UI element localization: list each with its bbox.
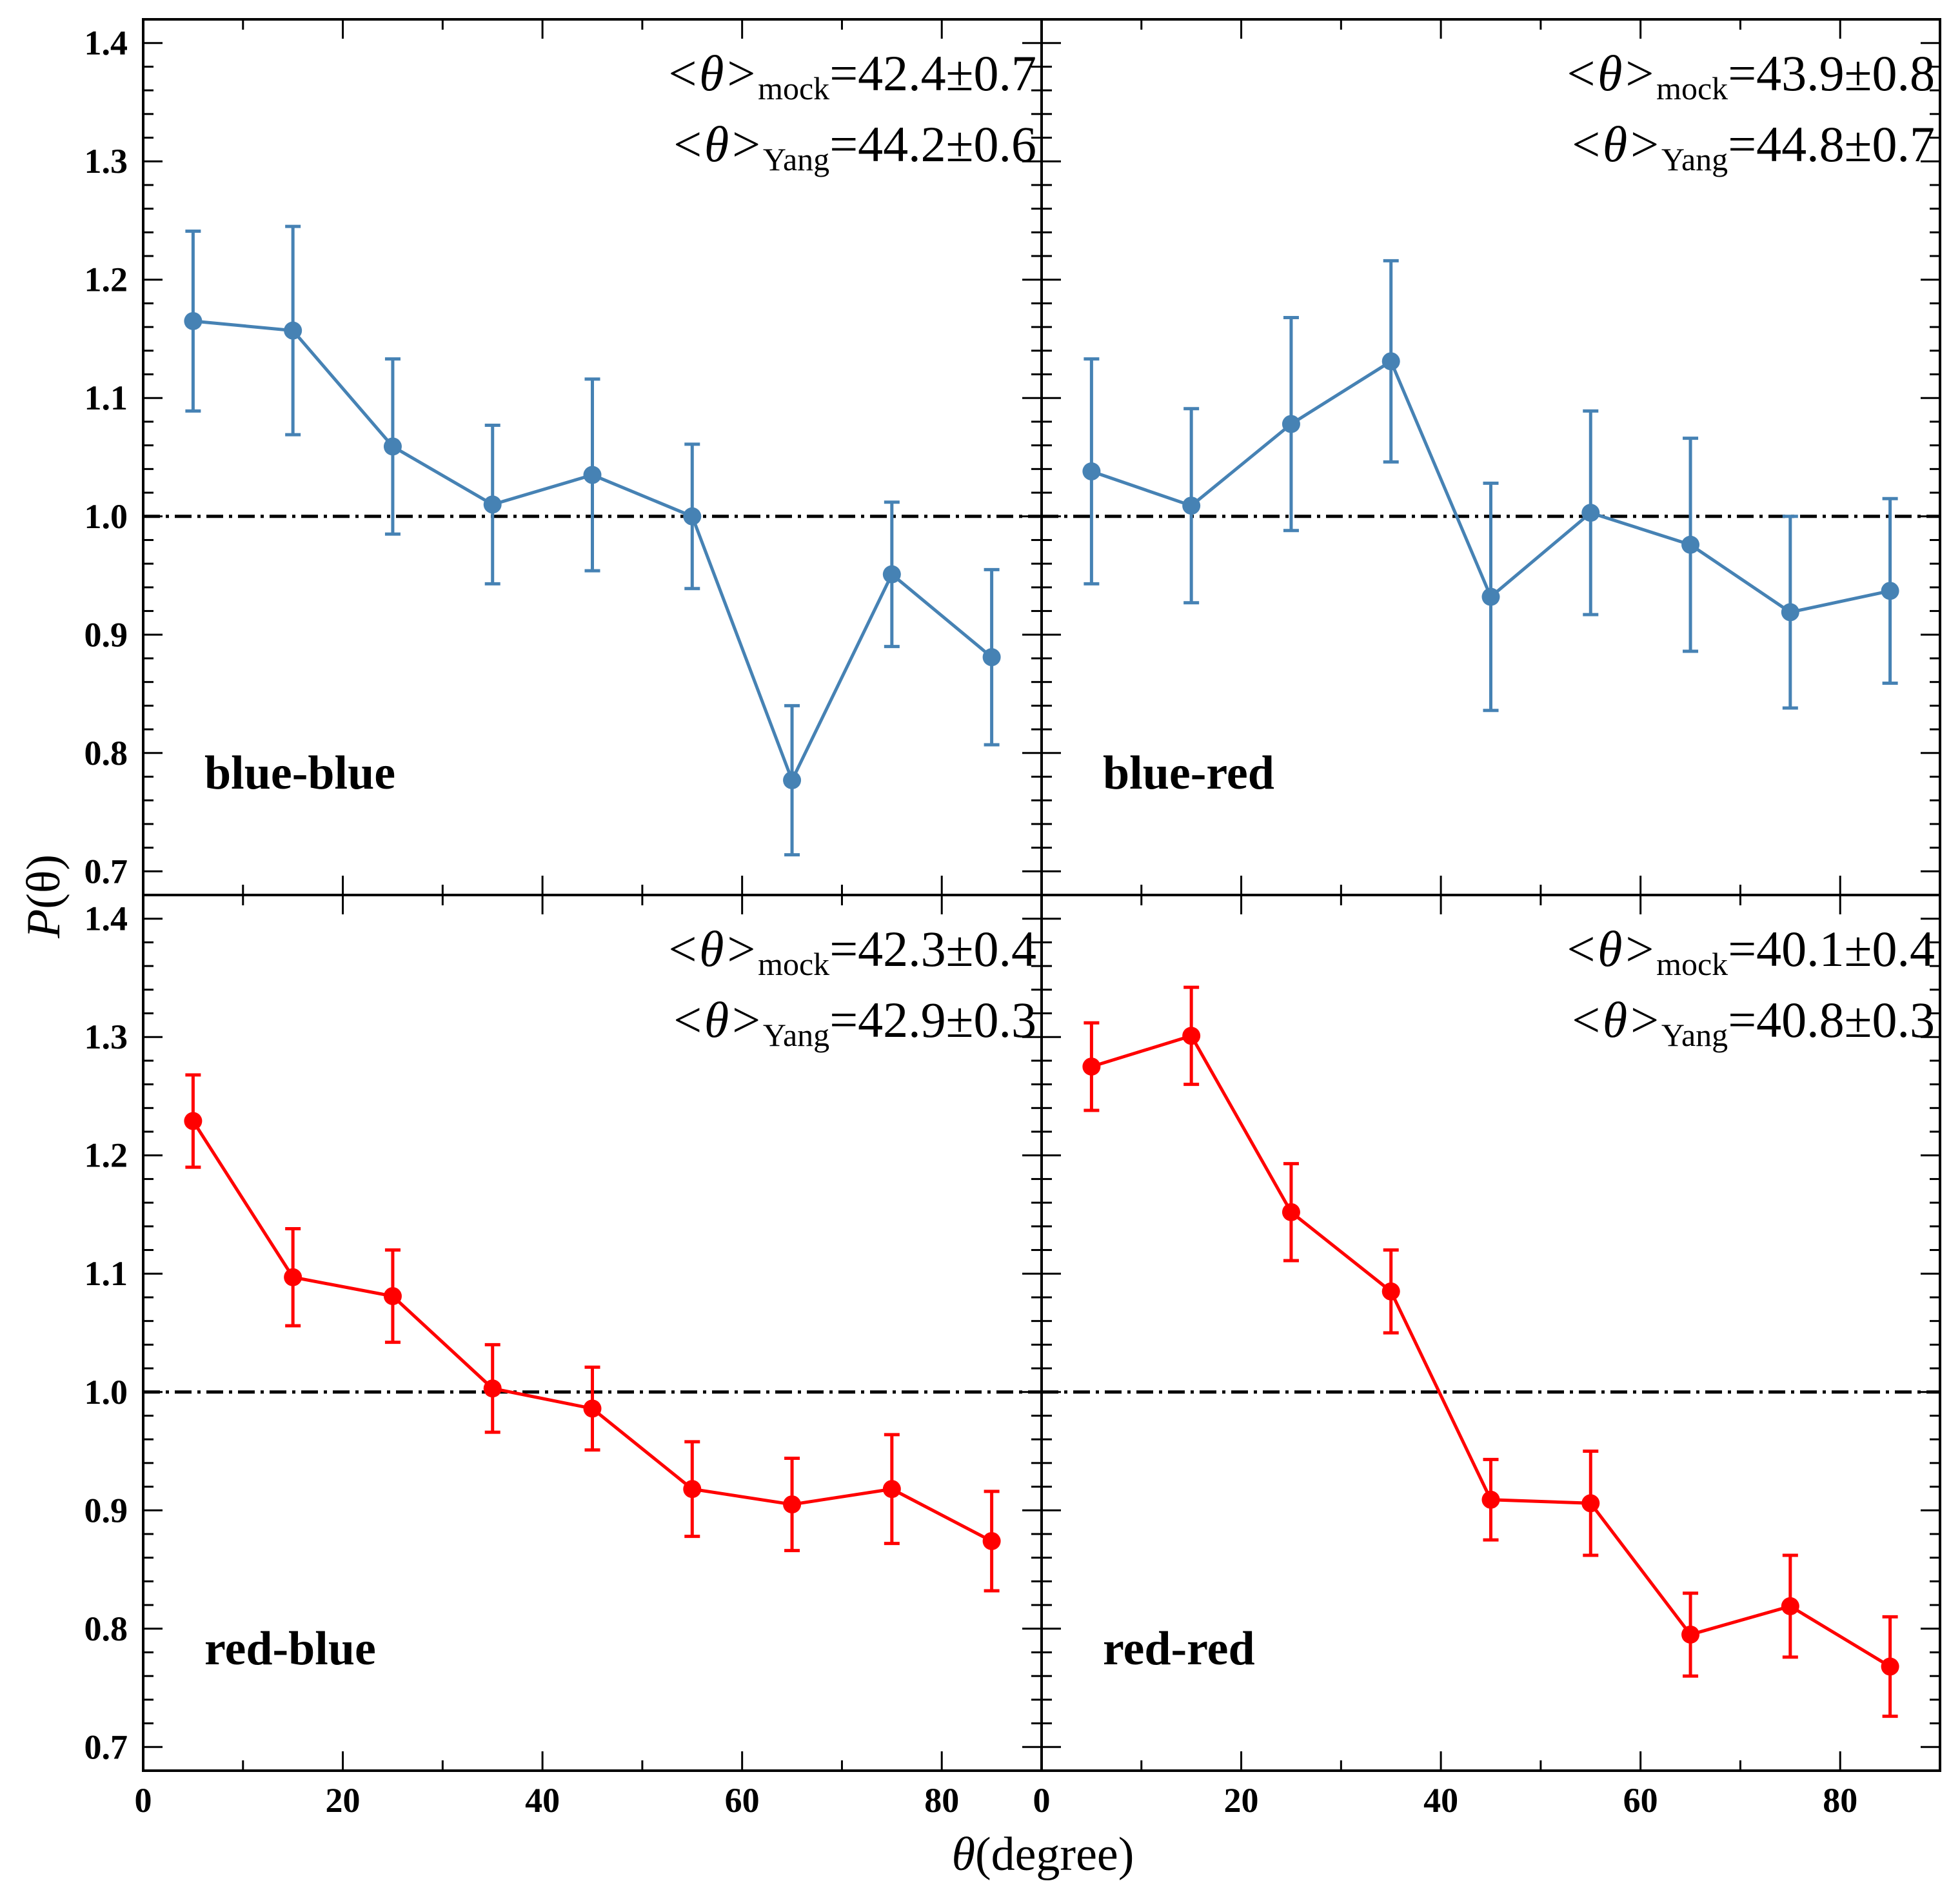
y-tick-label: 1.0	[84, 497, 128, 536]
text-layer: 0.7 0.8 0.9 1.0 1.1 1.2 1.3 1.4 blue-blue <θ>mock…	[84, 24, 1935, 1820]
x-axis-title: θ(degree)	[952, 1828, 1134, 1881]
y-tick-label: 1.4	[84, 24, 128, 63]
data-point	[1681, 1625, 1700, 1644]
x-tick-label: 40	[525, 1781, 560, 1820]
data-point	[483, 1379, 502, 1398]
panel-label: red-red	[1103, 1622, 1255, 1675]
data-point	[284, 1268, 302, 1286]
data-point	[783, 771, 802, 789]
data-point	[1581, 1494, 1600, 1513]
data-point	[1182, 1027, 1201, 1045]
data-point	[982, 648, 1001, 667]
x-tick-label: 80	[924, 1781, 959, 1820]
data-point	[583, 1399, 602, 1418]
data-point	[1381, 352, 1400, 371]
y-tick-label: 1.1	[84, 379, 128, 417]
data-point	[1082, 462, 1101, 481]
series-line	[1091, 1034, 1891, 1668]
data-point	[783, 1495, 802, 1514]
axis-ticks	[142, 18, 1941, 1772]
y-tick-label: 1.4	[84, 900, 128, 938]
x-tick-label: 0	[135, 1781, 152, 1820]
y-tick-label: 0.7	[84, 1727, 128, 1766]
x-tick-label: 80	[1823, 1781, 1857, 1820]
data-point	[683, 507, 702, 526]
data-point	[184, 1112, 203, 1130]
data-point	[1881, 1657, 1899, 1676]
data-point	[1681, 535, 1700, 554]
data-point	[683, 1480, 702, 1499]
mean-angle-annotation: <θ>Yang=44.8±0.7	[1569, 116, 1935, 177]
panel-frame	[1040, 894, 1941, 1772]
panel-frames	[142, 18, 1941, 1772]
y-tick-label: 0.7	[84, 852, 128, 890]
data-point	[1881, 582, 1899, 600]
data-point	[1282, 415, 1300, 433]
data-point	[1282, 1203, 1300, 1221]
y-axis-title: P(θ)	[17, 854, 70, 939]
data-point	[583, 466, 602, 484]
x-tick-label: 20	[326, 1781, 361, 1820]
y-tick-label: 0.8	[84, 1609, 128, 1648]
data-point	[483, 495, 502, 514]
data-point	[882, 565, 901, 584]
y-tick-label: 1.1	[84, 1254, 128, 1293]
mean-angle-annotation: <θ>Yang=44.2±0.6	[670, 116, 1036, 177]
data-point	[1781, 1597, 1799, 1615]
panel-label: blue-red	[1103, 747, 1274, 800]
data-point	[1381, 1282, 1400, 1301]
data-point	[184, 311, 203, 330]
data-point	[1082, 1058, 1101, 1076]
y-tick-label: 1.2	[84, 1136, 128, 1175]
data-point	[982, 1531, 1001, 1550]
y-tick-label: 0.9	[84, 1491, 128, 1530]
mean-angle-annotation: <θ>mock=42.3±0.4	[666, 921, 1037, 982]
data-point	[383, 437, 402, 456]
x-tick-label: 60	[725, 1781, 760, 1820]
x-tick-label: 0	[1033, 1781, 1051, 1820]
data-point	[383, 1287, 402, 1306]
data-point	[1581, 504, 1600, 522]
mean-angle-annotation: <θ>mock=40.1±0.4	[1564, 921, 1935, 982]
data-point	[284, 321, 302, 340]
mean-angle-annotation: <θ>mock=43.9±0.8	[1564, 45, 1935, 106]
data-point	[1481, 1490, 1500, 1509]
data-point	[1481, 587, 1500, 606]
y-tick-label: 1.3	[84, 142, 128, 181]
mean-angle-annotation: <θ>Yang=42.9±0.3	[670, 992, 1036, 1053]
y-tick-label: 0.9	[84, 615, 128, 654]
data-point	[882, 1480, 901, 1499]
data-series	[184, 224, 1899, 1718]
mean-angle-annotation: <θ>mock=42.4±0.7	[666, 45, 1037, 106]
mean-angle-annotation: <θ>Yang=40.8±0.3	[1569, 992, 1935, 1053]
series-line	[192, 1120, 993, 1543]
data-point	[1781, 603, 1799, 622]
y-tick-label: 0.8	[84, 734, 128, 772]
y-tick-label: 1.3	[84, 1018, 128, 1056]
panel-label: blue-blue	[204, 747, 395, 800]
x-tick-label: 40	[1423, 1781, 1458, 1820]
x-tick-label: 60	[1623, 1781, 1658, 1820]
panel-label: red-blue	[204, 1622, 376, 1675]
x-tick-label: 20	[1224, 1781, 1259, 1820]
data-point	[1182, 497, 1201, 515]
y-tick-label: 1.2	[84, 261, 128, 299]
y-tick-label: 1.0	[84, 1373, 128, 1412]
